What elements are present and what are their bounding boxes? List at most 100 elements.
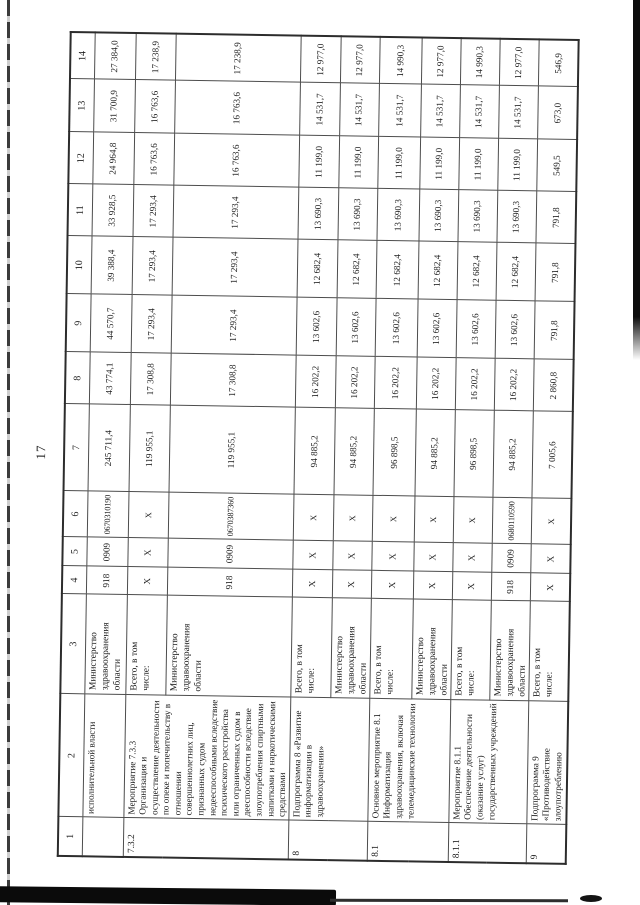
- value-cell: 14 531,7: [459, 85, 500, 139]
- value-cell: 16 202,2: [455, 358, 495, 411]
- value-cell: Х: [530, 573, 571, 602]
- value-cell: Х: [127, 491, 169, 539]
- value-cell: 13 690,3: [457, 190, 498, 243]
- scan-smudge-dot: [580, 895, 602, 902]
- value-cell: 44 570,7: [89, 294, 132, 353]
- column-number: 13: [69, 78, 94, 133]
- value-cell: 0670310190: [86, 491, 129, 538]
- value-cell: 13 690,3: [496, 190, 537, 244]
- value-cell: 11 199,0: [298, 135, 340, 189]
- row-number-cell: [81, 817, 124, 857]
- value-cell: 17 293,4: [170, 295, 297, 356]
- value-cell: 94 885,2: [492, 410, 534, 499]
- value-cell: 94 885,2: [414, 409, 456, 498]
- value-cell: 7 005,6: [531, 411, 574, 499]
- program-funding-table: 1 2 3 4 5 6 7 8 9 10 11 12 13 14 исполнительной власти…: [56, 30, 580, 865]
- value-cell: 791,8: [535, 191, 577, 244]
- value-cell: Х: [292, 569, 333, 599]
- value-cell: 16 763,6: [133, 133, 175, 186]
- executor-label-cell: Министерство здравоохранения области: [330, 598, 372, 699]
- value-cell: 16 202,2: [335, 356, 375, 409]
- value-cell: 17 293,4: [172, 185, 299, 240]
- value-cell: 12 682,4: [375, 240, 419, 300]
- value-cell: 119 955,1: [128, 404, 170, 493]
- value-cell: Х: [530, 544, 572, 574]
- value-cell: 14 990,3: [460, 38, 500, 86]
- value-cell: 13 602,6: [494, 300, 535, 360]
- value-cell: 13 690,3: [297, 187, 339, 241]
- executor-label-cell: Министерство здравоохранения области: [165, 595, 293, 698]
- value-cell: 16 202,2: [494, 358, 534, 412]
- value-cell: Х: [292, 540, 334, 571]
- value-cell: 2 860,8: [533, 359, 574, 412]
- column-number: 9: [65, 293, 91, 353]
- scan-smudge-line: [329, 898, 569, 903]
- column-number: 6: [62, 490, 88, 538]
- value-cell: Х: [371, 570, 414, 600]
- value-cell: 0909: [167, 538, 294, 570]
- value-cell: 12 682,4: [336, 240, 377, 299]
- value-cell: 0680110590: [492, 497, 532, 545]
- value-cell: 13 690,3: [376, 188, 420, 242]
- row-number-cell: 8.1: [367, 821, 449, 863]
- value-cell: 43 774,1: [88, 352, 131, 405]
- value-cell: 549,5: [536, 139, 578, 192]
- value-cell: 17 308,8: [169, 353, 296, 408]
- row-name-cell: исполнительной власти: [82, 694, 126, 818]
- value-cell: Х: [333, 495, 373, 542]
- column-number: 7: [63, 403, 89, 492]
- value-cell: 13 690,3: [337, 188, 378, 241]
- value-cell: 918: [491, 572, 531, 602]
- value-cell: 16 763,6: [173, 133, 300, 188]
- executor-label-cell: Всего, в том числе:: [528, 601, 571, 702]
- value-cell: 673,0: [537, 86, 579, 140]
- value-cell: 14 531,7: [299, 82, 341, 137]
- value-cell: 11 199,0: [338, 136, 379, 189]
- column-number: 8: [64, 351, 90, 405]
- column-number: 3: [60, 593, 86, 695]
- column-number: 10: [66, 235, 92, 295]
- value-cell: 14 531,7: [498, 85, 539, 140]
- value-cell: 11 199,0: [497, 138, 538, 192]
- value-cell: Х: [414, 496, 454, 544]
- value-cell: 13 602,6: [416, 299, 457, 359]
- value-cell: Х: [127, 537, 168, 568]
- column-number: 4: [61, 565, 87, 595]
- value-cell: 17 238,9: [174, 33, 302, 83]
- page-number: 17: [33, 444, 49, 460]
- value-cell: 13 602,6: [335, 298, 376, 357]
- value-cell: 12 977,0: [300, 35, 342, 84]
- value-cell: Х: [371, 541, 415, 572]
- value-cell: 12 977,0: [499, 38, 539, 87]
- row-name-cell: Основное мероприятие 8.1 Информатизация …: [367, 698, 451, 824]
- value-cell: 13 602,6: [455, 300, 496, 359]
- executor-label-cell: Всего, в том числе:: [450, 600, 492, 701]
- value-cell: 12 682,4: [296, 239, 338, 299]
- value-cell: Х: [453, 497, 493, 544]
- value-cell: Х: [413, 542, 454, 573]
- scan-edge-right-strip: [633, 0, 640, 360]
- column-number: 12: [68, 131, 94, 185]
- value-cell: 12 682,4: [495, 242, 536, 302]
- column-number: 2: [58, 693, 85, 818]
- executor-label-cell: Министерство здравоохранения области: [489, 600, 531, 702]
- value-cell: 791,8: [533, 301, 575, 360]
- row-name-cell: Мероприятие 8.1.1 Обеспечение деятельнос…: [448, 700, 529, 825]
- value-cell: 13 602,6: [295, 297, 337, 357]
- value-cell: Х: [126, 566, 168, 596]
- value-cell: 13 690,3: [418, 189, 459, 243]
- value-cell: Х: [452, 543, 493, 573]
- value-cell: 12 977,0: [340, 36, 380, 84]
- value-cell: 14 531,7: [339, 83, 380, 137]
- value-cell: 17 238,9: [134, 33, 176, 81]
- value-cell: 16 763,6: [134, 80, 175, 134]
- value-cell: 16 202,2: [374, 356, 417, 410]
- value-cell: 17 293,4: [131, 236, 173, 296]
- row-name-cell: Мероприятие 7.3.3 Организация и осуществ…: [123, 694, 291, 821]
- value-cell: 17 293,4: [130, 294, 172, 354]
- value-cell: 94 885,2: [333, 408, 375, 496]
- value-cell: Х: [531, 498, 572, 545]
- executor-label-cell: Всего, в том числе:: [290, 597, 333, 699]
- column-number: 5: [62, 536, 87, 567]
